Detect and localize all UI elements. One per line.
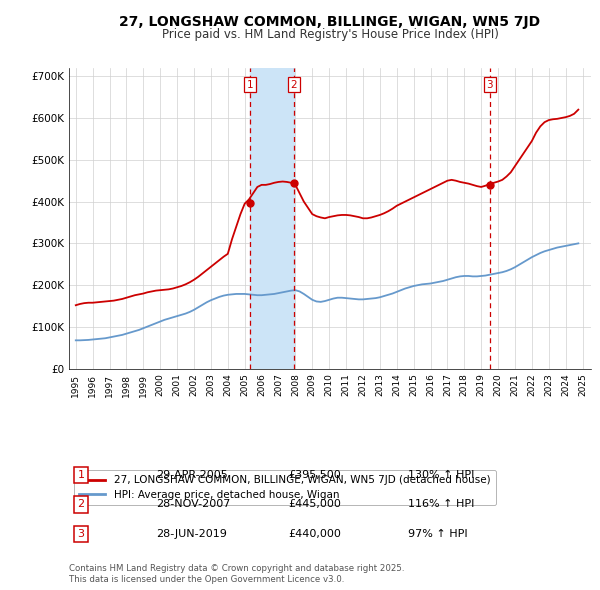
Text: 27, LONGSHAW COMMON, BILLINGE, WIGAN, WN5 7JD: 27, LONGSHAW COMMON, BILLINGE, WIGAN, WN…: [119, 15, 541, 29]
Text: 1: 1: [77, 470, 85, 480]
Text: £440,000: £440,000: [288, 529, 341, 539]
Text: 1: 1: [247, 80, 254, 90]
Text: Price paid vs. HM Land Registry's House Price Index (HPI): Price paid vs. HM Land Registry's House …: [161, 28, 499, 41]
Legend: 27, LONGSHAW COMMON, BILLINGE, WIGAN, WN5 7JD (detached house), HPI: Average pri: 27, LONGSHAW COMMON, BILLINGE, WIGAN, WN…: [74, 470, 496, 505]
Text: Contains HM Land Registry data © Crown copyright and database right 2025.: Contains HM Land Registry data © Crown c…: [69, 565, 404, 573]
Text: 28-JUN-2019: 28-JUN-2019: [156, 529, 227, 539]
Text: £395,500: £395,500: [288, 470, 341, 480]
Text: 116% ↑ HPI: 116% ↑ HPI: [408, 500, 475, 509]
Text: 97% ↑ HPI: 97% ↑ HPI: [408, 529, 467, 539]
Text: 29-APR-2005: 29-APR-2005: [156, 470, 228, 480]
Text: 2: 2: [291, 80, 298, 90]
Text: 3: 3: [487, 80, 493, 90]
Text: £445,000: £445,000: [288, 500, 341, 509]
Text: 2: 2: [77, 500, 85, 509]
Text: 28-NOV-2007: 28-NOV-2007: [156, 500, 230, 509]
Text: 3: 3: [77, 529, 85, 539]
Bar: [250, 68, 294, 369]
Text: 130% ↑ HPI: 130% ↑ HPI: [408, 470, 475, 480]
Text: This data is licensed under the Open Government Licence v3.0.: This data is licensed under the Open Gov…: [69, 575, 344, 584]
